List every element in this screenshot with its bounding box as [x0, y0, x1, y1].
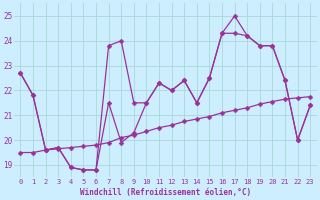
- X-axis label: Windchill (Refroidissement éolien,°C): Windchill (Refroidissement éolien,°C): [80, 188, 251, 197]
